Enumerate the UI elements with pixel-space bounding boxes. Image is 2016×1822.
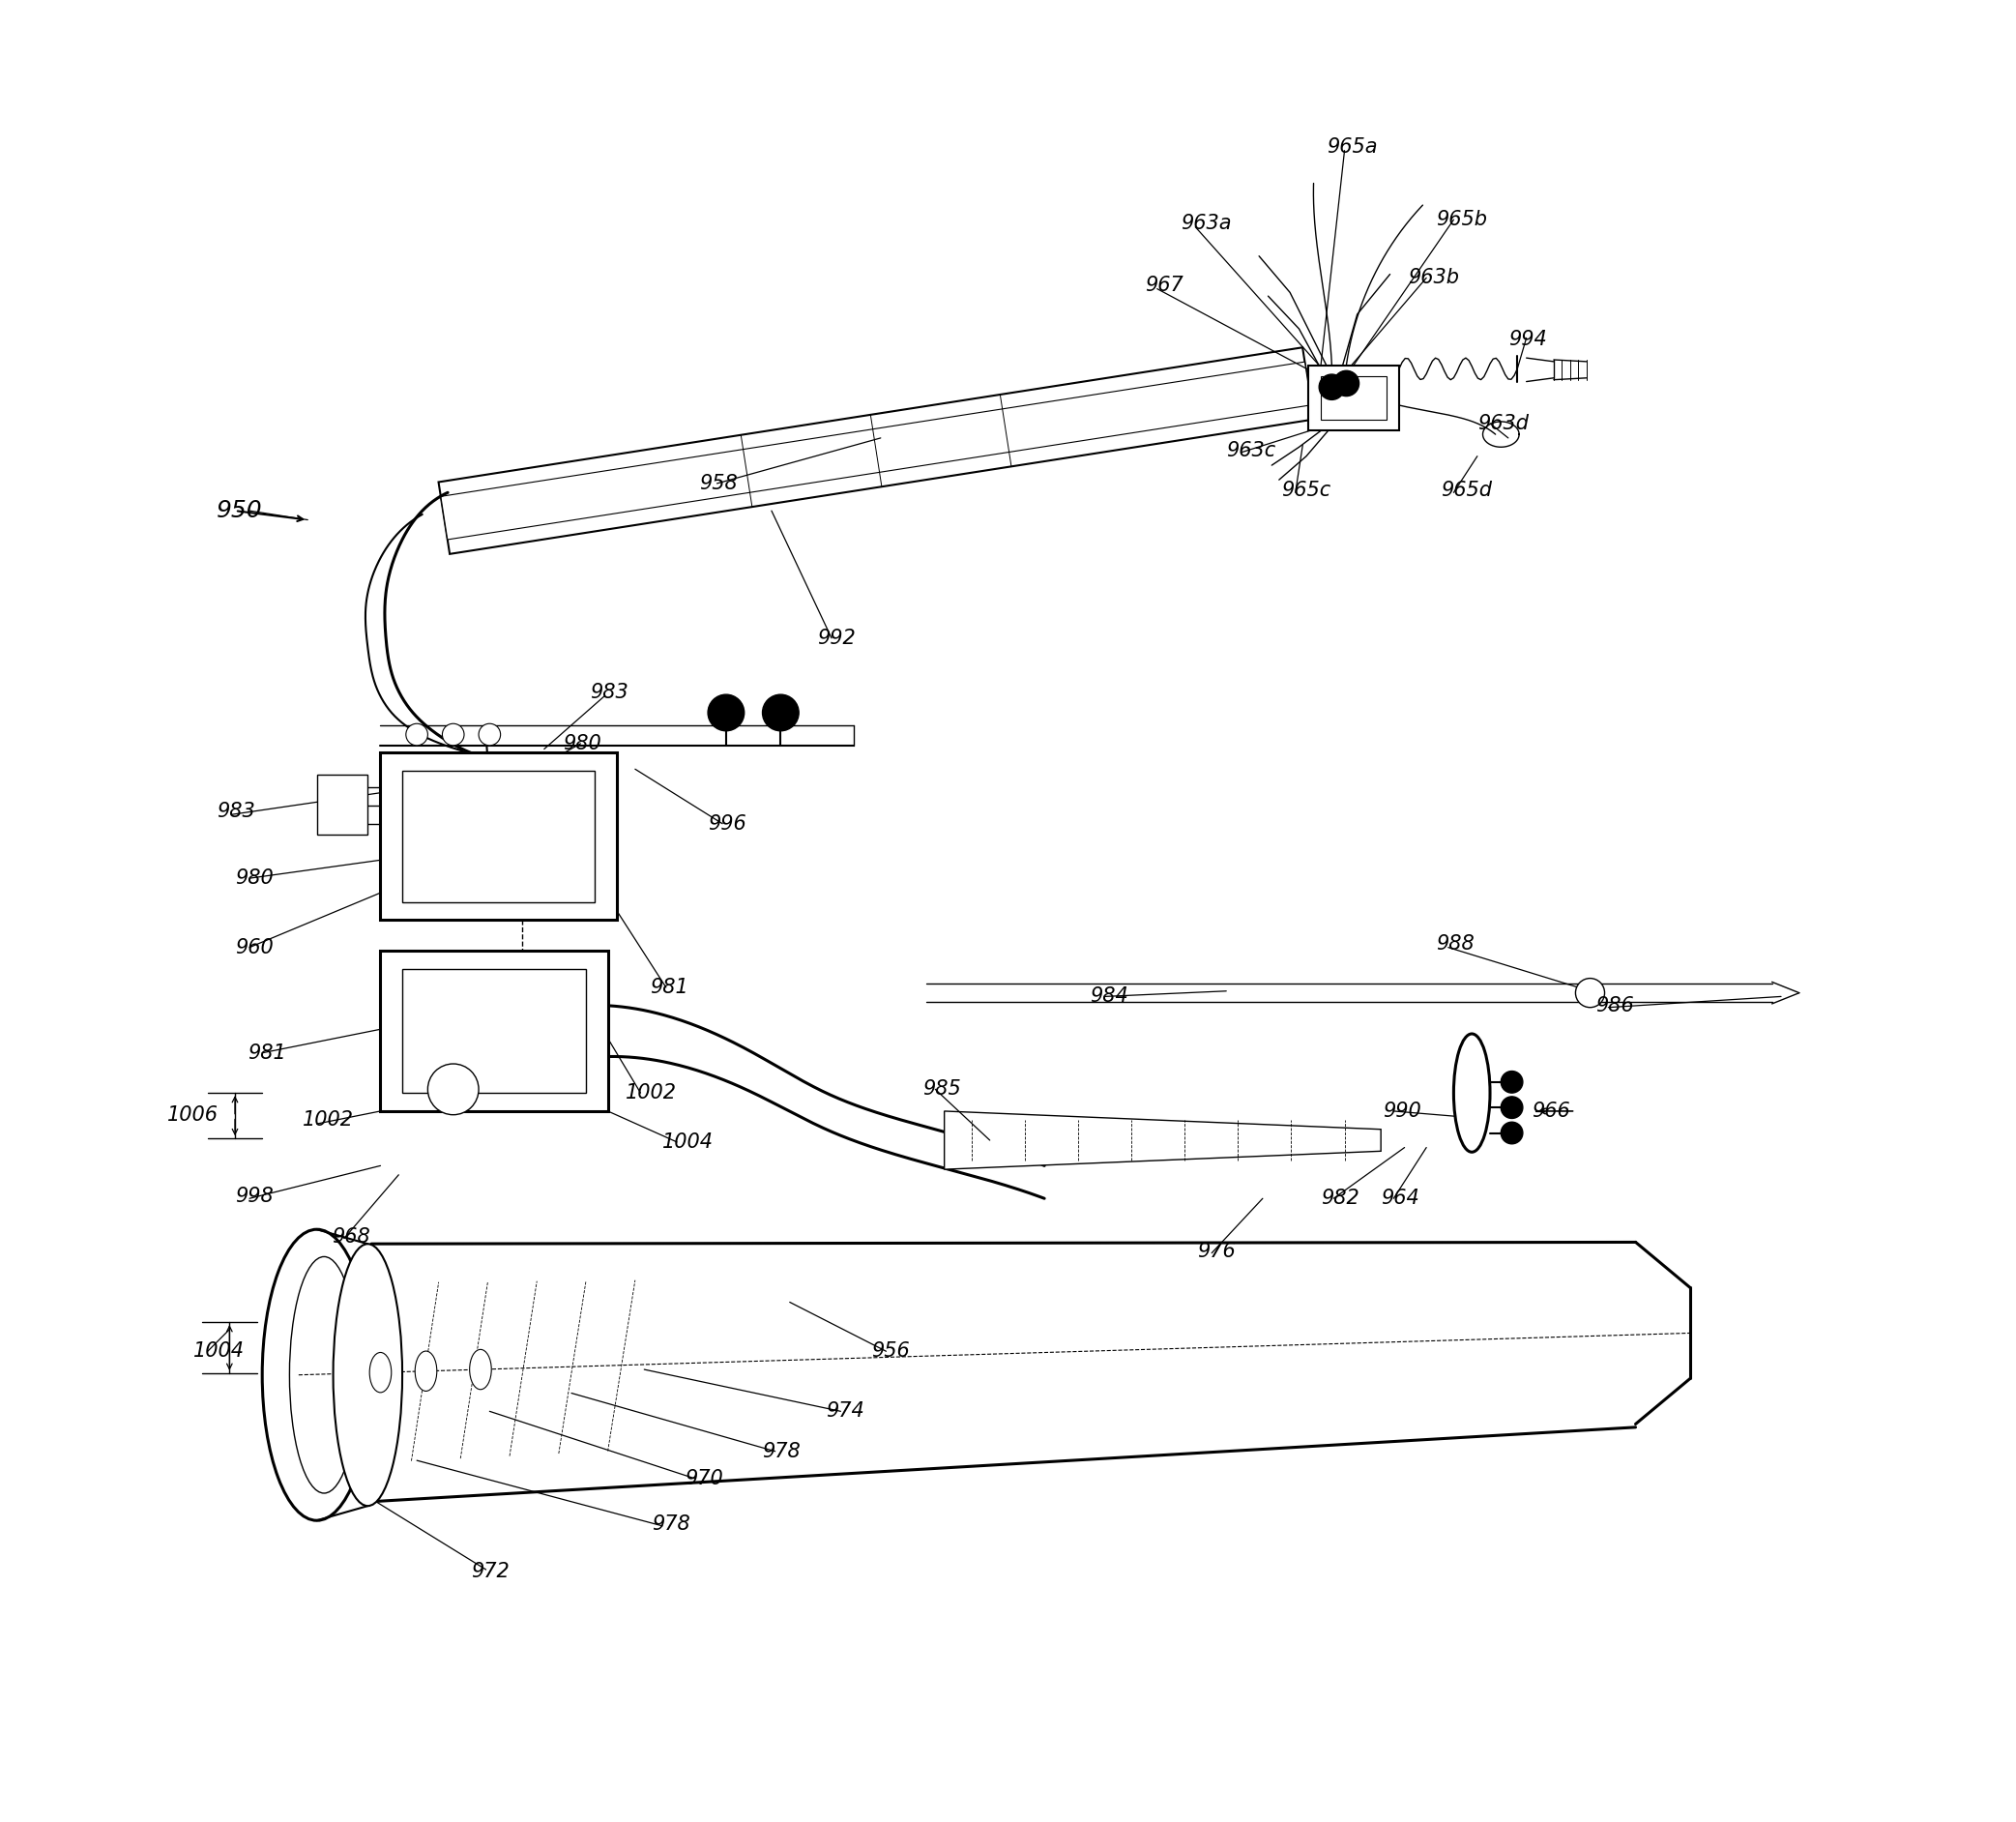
Text: 985: 985 bbox=[923, 1080, 962, 1099]
Bar bbox=[381, 752, 617, 920]
Circle shape bbox=[405, 723, 427, 745]
Text: 965d: 965d bbox=[1441, 481, 1492, 501]
Text: 996: 996 bbox=[708, 814, 746, 833]
Text: 965a: 965a bbox=[1327, 137, 1377, 157]
Text: 1006: 1006 bbox=[167, 1106, 220, 1124]
Text: 980: 980 bbox=[562, 734, 601, 752]
Bar bbox=[381, 951, 609, 1111]
Text: 1004: 1004 bbox=[663, 1133, 714, 1152]
Text: 963c: 963c bbox=[1226, 441, 1276, 461]
Text: 988: 988 bbox=[1435, 935, 1474, 953]
Polygon shape bbox=[943, 1111, 1381, 1170]
Ellipse shape bbox=[1454, 1033, 1490, 1152]
Text: 981: 981 bbox=[248, 1044, 286, 1062]
Ellipse shape bbox=[470, 1350, 492, 1390]
Text: 974: 974 bbox=[827, 1401, 865, 1421]
Polygon shape bbox=[439, 348, 1314, 554]
Text: 965c: 965c bbox=[1280, 481, 1331, 501]
Text: 972: 972 bbox=[472, 1561, 510, 1581]
Bar bbox=[317, 774, 367, 834]
Circle shape bbox=[708, 694, 744, 731]
Text: 960: 960 bbox=[236, 938, 274, 957]
Circle shape bbox=[1502, 1071, 1522, 1093]
Text: 963d: 963d bbox=[1478, 414, 1528, 434]
Ellipse shape bbox=[290, 1257, 359, 1494]
Text: 981: 981 bbox=[649, 978, 687, 997]
Circle shape bbox=[1318, 374, 1345, 399]
Text: 982: 982 bbox=[1320, 1188, 1359, 1208]
Text: 970: 970 bbox=[683, 1469, 722, 1489]
Circle shape bbox=[1577, 978, 1605, 1008]
Text: 1002: 1002 bbox=[627, 1084, 677, 1102]
Text: 968: 968 bbox=[331, 1226, 369, 1246]
Circle shape bbox=[1502, 1122, 1522, 1144]
Text: 992: 992 bbox=[816, 629, 855, 649]
Text: 983: 983 bbox=[589, 683, 629, 701]
Text: 994: 994 bbox=[1508, 330, 1546, 350]
Bar bbox=[1320, 375, 1387, 419]
Circle shape bbox=[1335, 370, 1359, 395]
Ellipse shape bbox=[369, 1352, 391, 1392]
Bar bbox=[403, 969, 587, 1093]
Circle shape bbox=[427, 1064, 478, 1115]
Text: 980: 980 bbox=[236, 869, 274, 887]
Text: 976: 976 bbox=[1198, 1241, 1236, 1261]
Circle shape bbox=[478, 723, 500, 745]
Text: 963a: 963a bbox=[1181, 213, 1232, 233]
Text: 984: 984 bbox=[1091, 988, 1129, 1006]
Circle shape bbox=[762, 694, 798, 731]
Bar bbox=[403, 771, 595, 902]
Text: 964: 964 bbox=[1381, 1188, 1419, 1208]
Text: 990: 990 bbox=[1383, 1102, 1421, 1121]
Polygon shape bbox=[442, 363, 1312, 539]
Bar bbox=[1308, 364, 1399, 430]
Text: 1004: 1004 bbox=[194, 1341, 244, 1361]
Text: 965b: 965b bbox=[1435, 210, 1486, 230]
Text: 950: 950 bbox=[218, 499, 262, 523]
Text: 978: 978 bbox=[762, 1441, 800, 1461]
Text: 958: 958 bbox=[700, 474, 738, 494]
Text: 967: 967 bbox=[1145, 275, 1183, 295]
Text: 963b: 963b bbox=[1407, 268, 1460, 288]
Ellipse shape bbox=[333, 1244, 403, 1507]
Ellipse shape bbox=[415, 1352, 437, 1392]
Text: 998: 998 bbox=[236, 1186, 274, 1206]
Text: 966: 966 bbox=[1532, 1102, 1570, 1121]
Text: 983: 983 bbox=[218, 802, 256, 820]
Text: 956: 956 bbox=[871, 1341, 909, 1361]
Circle shape bbox=[442, 723, 464, 745]
Ellipse shape bbox=[262, 1230, 371, 1521]
Text: 978: 978 bbox=[651, 1514, 689, 1534]
Circle shape bbox=[1502, 1097, 1522, 1119]
Text: 1002: 1002 bbox=[302, 1111, 353, 1130]
Text: 986: 986 bbox=[1595, 997, 1633, 1015]
